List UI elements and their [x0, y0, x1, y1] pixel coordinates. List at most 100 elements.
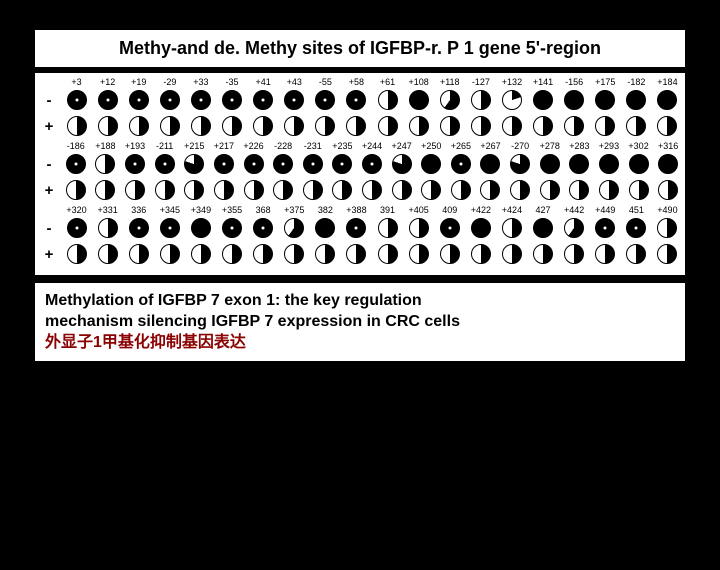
pie-dot — [168, 227, 171, 230]
position-label: -270 — [505, 141, 535, 151]
position-label: +226 — [239, 141, 269, 151]
methylation-pie — [191, 218, 211, 238]
methylation-pie — [533, 116, 553, 136]
methylation-pie — [378, 218, 398, 238]
methylation-pie — [98, 244, 118, 264]
position-label: +267 — [476, 141, 506, 151]
methylation-row: - — [37, 87, 683, 113]
methylation-pie — [440, 218, 460, 238]
position-label: -35 — [217, 77, 248, 87]
methylation-pie — [129, 90, 149, 110]
methylation-pie — [284, 244, 304, 264]
position-label: 382 — [310, 205, 341, 215]
position-label: +43 — [279, 77, 310, 87]
pie-dot — [199, 99, 202, 102]
methylation-pie — [564, 116, 584, 136]
position-label: 391 — [372, 205, 403, 215]
methylation-pie — [155, 154, 175, 174]
pie-dot — [252, 163, 255, 166]
position-label: +61 — [372, 77, 403, 87]
methylation-pie — [421, 154, 441, 174]
pie-dot — [355, 227, 358, 230]
position-label: +244 — [357, 141, 387, 151]
position-label: +449 — [590, 205, 621, 215]
position-label: +316 — [653, 141, 683, 151]
methylation-pie — [184, 154, 204, 174]
position-label: 451 — [621, 205, 652, 215]
methylation-pie — [629, 180, 649, 200]
position-header-row: +320+331336+345+349+355368+375382+388391… — [37, 205, 683, 215]
position-label: -231 — [298, 141, 328, 151]
pie-dot — [231, 227, 234, 230]
position-label: +19 — [123, 77, 154, 87]
methylation-pie — [95, 154, 115, 174]
methylation-pie — [191, 116, 211, 136]
pie-dot — [355, 99, 358, 102]
methylation-pie — [658, 180, 678, 200]
methylation-pie — [253, 218, 273, 238]
position-label: +33 — [185, 77, 216, 87]
methylation-pie — [471, 116, 491, 136]
position-label: +422 — [465, 205, 496, 215]
position-label: +58 — [341, 77, 372, 87]
methylation-pie — [626, 244, 646, 264]
methylation-pie — [421, 180, 441, 200]
methylation-pie — [595, 116, 615, 136]
position-label: +108 — [403, 77, 434, 87]
methylation-pie — [66, 180, 86, 200]
pie-dot — [341, 163, 344, 166]
methylation-pie — [471, 244, 491, 264]
methylation-pie — [392, 154, 412, 174]
methylation-pie — [440, 90, 460, 110]
methylation-pie — [98, 90, 118, 110]
methylation-pie — [67, 244, 87, 264]
methylation-pie — [657, 244, 677, 264]
pie-dot — [75, 99, 78, 102]
methylation-pie — [392, 180, 412, 200]
position-label: +375 — [279, 205, 310, 215]
methylation-pie — [67, 218, 87, 238]
pie-dot — [262, 227, 265, 230]
methylation-pie — [502, 90, 522, 110]
position-label: -156 — [559, 77, 590, 87]
methylation-pie — [451, 180, 471, 200]
methylation-pie — [595, 90, 615, 110]
pie-dot — [293, 99, 296, 102]
methylation-pie — [284, 90, 304, 110]
position-label: -29 — [154, 77, 185, 87]
methylation-pie — [533, 244, 553, 264]
position-label: +320 — [61, 205, 92, 215]
caption-chinese: 外显子1甲基化抑制基因表达 — [45, 333, 675, 354]
methylation-pie — [273, 154, 293, 174]
methylation-row: - — [37, 215, 683, 241]
pie-dot — [231, 99, 234, 102]
methylation-pie — [346, 244, 366, 264]
pie-dot — [137, 99, 140, 102]
methylation-pie — [129, 116, 149, 136]
methylation-pie — [502, 218, 522, 238]
row-label: + — [37, 182, 61, 199]
methylation-pie — [346, 116, 366, 136]
methylation-pie — [66, 154, 86, 174]
methylation-pie — [284, 218, 304, 238]
methylation-pie — [222, 116, 242, 136]
methylation-pie — [332, 180, 352, 200]
position-label: 427 — [528, 205, 559, 215]
methylation-pie — [533, 218, 553, 238]
methylation-pie — [409, 116, 429, 136]
methylation-pie — [409, 244, 429, 264]
position-label: +12 — [92, 77, 123, 87]
methylation-pie — [502, 244, 522, 264]
methylation-pie — [657, 116, 677, 136]
position-label: 336 — [123, 205, 154, 215]
position-label: +302 — [624, 141, 654, 151]
position-label: +349 — [185, 205, 216, 215]
methylation-pie — [510, 180, 530, 200]
position-label: -182 — [621, 77, 652, 87]
methylation-pie — [658, 154, 678, 174]
pie-dot — [168, 99, 171, 102]
position-header-row: +3+12+19-29+33-35+41+43-55+58+61+108+118… — [37, 77, 683, 87]
methylation-pie — [346, 218, 366, 238]
methylation-pie — [378, 244, 398, 264]
methylation-pie — [564, 90, 584, 110]
